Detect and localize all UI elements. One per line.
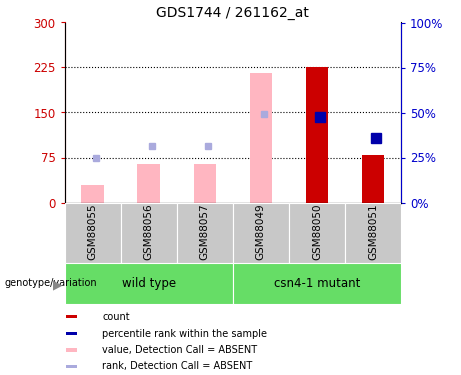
Text: ▶: ▶	[53, 278, 63, 291]
Text: GSM88055: GSM88055	[88, 203, 98, 259]
Text: rank, Detection Call = ABSENT: rank, Detection Call = ABSENT	[102, 362, 252, 372]
Text: percentile rank within the sample: percentile rank within the sample	[102, 328, 267, 339]
Text: value, Detection Call = ABSENT: value, Detection Call = ABSENT	[102, 345, 257, 355]
Bar	[121, 202, 177, 262]
Bar	[362, 154, 384, 203]
Bar	[233, 202, 289, 262]
Text: GSM88056: GSM88056	[144, 203, 154, 259]
Bar	[66, 364, 77, 368]
Title: GDS1744 / 261162_at: GDS1744 / 261162_at	[156, 6, 309, 20]
Bar	[177, 202, 233, 262]
Bar	[66, 315, 77, 318]
Bar	[345, 202, 401, 262]
Text: GSM88049: GSM88049	[256, 203, 266, 259]
Bar	[289, 202, 345, 262]
Bar	[65, 262, 233, 304]
Text: csn4-1 mutant: csn4-1 mutant	[274, 277, 360, 290]
Text: GSM88057: GSM88057	[200, 203, 210, 259]
Bar	[306, 68, 328, 203]
Bar	[137, 164, 160, 202]
Bar	[250, 74, 272, 202]
Bar	[66, 348, 77, 352]
Bar	[233, 262, 401, 304]
Text: GSM88051: GSM88051	[368, 203, 378, 259]
Text: count: count	[102, 312, 130, 322]
Bar	[82, 184, 104, 202]
Bar	[66, 332, 77, 336]
Bar	[65, 202, 121, 262]
Text: wild type: wild type	[122, 277, 176, 290]
Text: genotype/variation: genotype/variation	[5, 278, 97, 288]
Bar	[194, 164, 216, 202]
Text: GSM88050: GSM88050	[312, 203, 322, 259]
